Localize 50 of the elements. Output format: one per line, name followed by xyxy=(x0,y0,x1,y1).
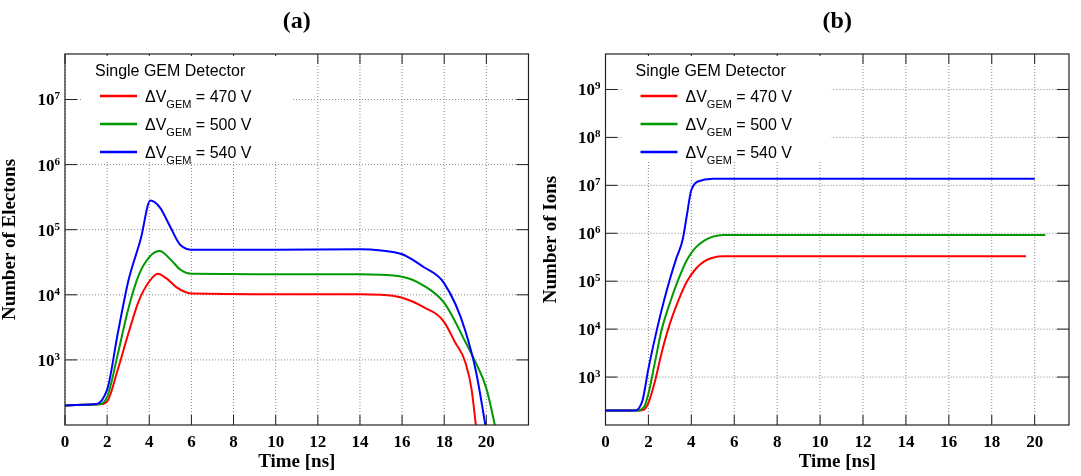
x-tick-label: 6 xyxy=(730,432,739,451)
x-tick-label: 4 xyxy=(687,432,697,451)
x-tick-label: 16 xyxy=(393,432,411,451)
line-series xyxy=(65,199,487,425)
y-tick-label: 10$^{7}$ xyxy=(37,89,61,110)
chart-title: (b) xyxy=(822,7,852,33)
x-tick-label: 0 xyxy=(601,432,610,451)
x-tick-label: 6 xyxy=(187,432,196,451)
x-tick-label: 10 xyxy=(811,432,829,451)
x-tick-label: 20 xyxy=(1026,432,1044,451)
y-tick-label: 10$^{9}$ xyxy=(578,79,601,100)
y-tick-label: 10$^{8}$ xyxy=(578,127,601,148)
x-tick-label: 18 xyxy=(983,432,1001,451)
legend-label: ΔV$_{GEM}$ = 540 V xyxy=(145,143,252,166)
x-tick-label: 8 xyxy=(229,432,238,451)
y-axis-title: Number of Ions xyxy=(538,175,560,304)
y-axis-title: Number of Electons xyxy=(0,158,19,321)
y-tick-label: 10$^{5}$ xyxy=(37,219,61,240)
x-tick-label: 10 xyxy=(267,432,285,451)
y-tick-label: 10$^{7}$ xyxy=(578,175,601,196)
y-tick-label: 10$^{4}$ xyxy=(578,319,601,340)
y-tick-label: 10$^{4}$ xyxy=(37,284,61,305)
x-axis-title: Time [ns] xyxy=(798,450,876,471)
legend-label: ΔV$_{GEM}$ = 470 V xyxy=(145,87,252,110)
y-tick-label: 10$^{5}$ xyxy=(578,271,601,292)
x-tick-label: 8 xyxy=(772,432,782,451)
x-tick-label: 18 xyxy=(435,432,453,451)
x-tick-label: 0 xyxy=(60,432,70,451)
x-tick-label: 2 xyxy=(644,432,653,451)
x-tick-label: 14 xyxy=(351,432,369,451)
x-tick-label: 16 xyxy=(940,432,958,451)
x-tick-label: 12 xyxy=(854,432,872,451)
legend-label: ΔV$_{GEM}$ = 500 V xyxy=(145,115,252,138)
legend-title: Single GEM Detector xyxy=(95,62,246,79)
y-tick-label: 10$^{6}$ xyxy=(37,154,61,175)
y-tick-label: 10$^{6}$ xyxy=(578,223,601,244)
x-tick-label: 4 xyxy=(145,432,155,451)
x-tick-label: 2 xyxy=(102,432,112,451)
legend-title: Single GEM Detector xyxy=(635,62,787,79)
legend-label: ΔV$_{GEM}$ = 540 V xyxy=(685,143,793,166)
legend-label: ΔV$_{GEM}$ = 500 V xyxy=(685,115,793,138)
line-series xyxy=(605,177,1036,412)
x-tick-label: 14 xyxy=(897,432,915,451)
x-axis-title: Time [ns] xyxy=(258,450,336,471)
x-tick-label: 12 xyxy=(309,432,327,451)
y-tick-label: 10$^{3}$ xyxy=(578,367,601,388)
x-tick-label: 20 xyxy=(477,432,495,451)
y-tick-label: 10$^{3}$ xyxy=(37,349,61,370)
legend-label: ΔV$_{GEM}$ = 470 V xyxy=(685,87,793,110)
chart-title: (a) xyxy=(282,7,311,33)
